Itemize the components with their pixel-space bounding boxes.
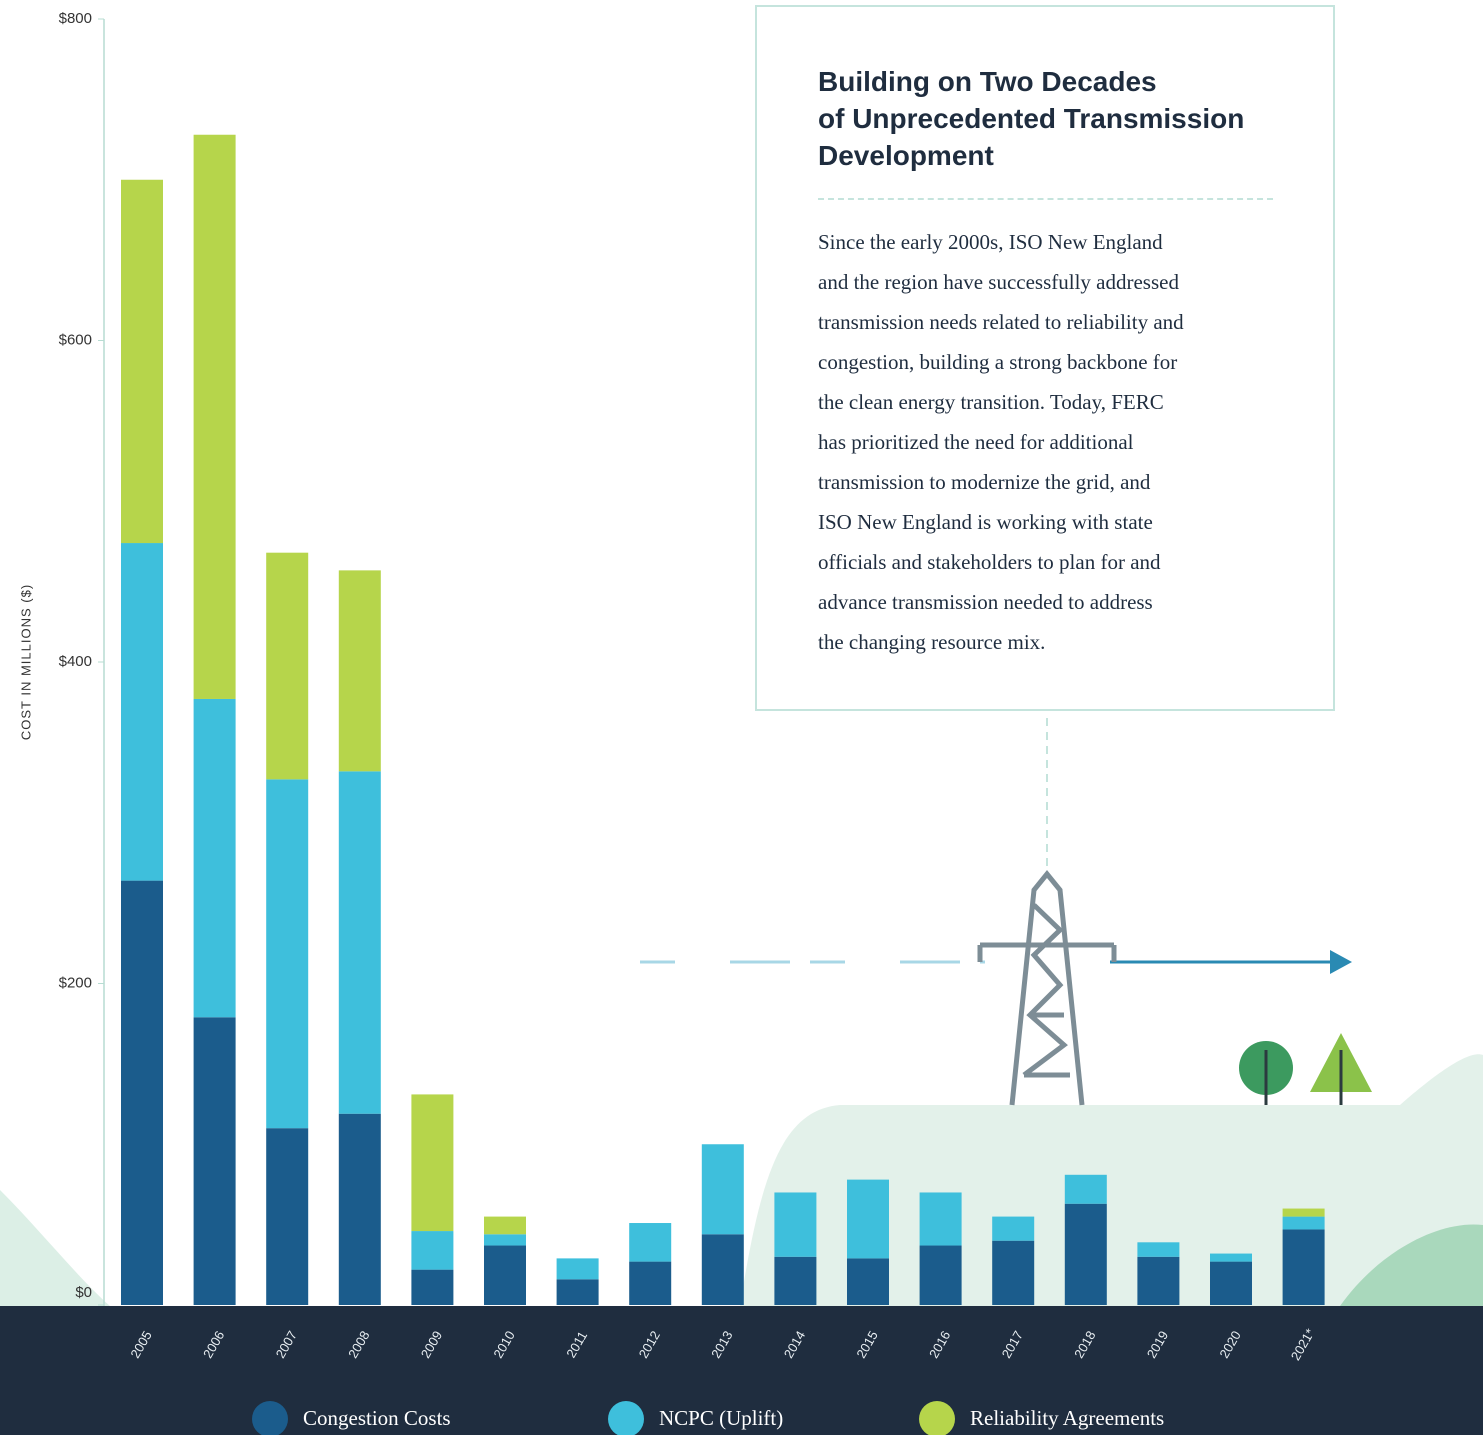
bar-segment xyxy=(702,1144,744,1234)
bar-segment xyxy=(411,1270,453,1305)
y-axis-label: COST IN MILLIONS ($) xyxy=(18,584,33,740)
bar-segment xyxy=(484,1234,526,1245)
annotation-box: Building on Two Decades of Unprecedented… xyxy=(755,5,1335,711)
y-tick-label: $200 xyxy=(59,974,92,991)
legend-label: Congestion Costs xyxy=(303,1406,451,1430)
bar-segment xyxy=(194,699,236,1017)
bar-segment xyxy=(1137,1257,1179,1305)
bar-segment xyxy=(1283,1229,1325,1305)
legend-label: NCPC (Uplift) xyxy=(659,1406,783,1430)
bar-segment xyxy=(629,1262,671,1305)
title-line: Development xyxy=(818,137,1273,174)
bar-segment xyxy=(702,1234,744,1305)
legend-label: Reliability Agreements xyxy=(970,1406,1164,1430)
bar-segment xyxy=(339,570,381,771)
bar-segment xyxy=(194,135,236,699)
y-tick-label: $600 xyxy=(59,331,92,348)
bar-segment xyxy=(1210,1262,1252,1305)
bar-segment xyxy=(266,779,308,1128)
bar-segment xyxy=(774,1192,816,1256)
tower xyxy=(980,874,1114,1105)
bar-segment xyxy=(629,1223,671,1262)
bar-segment xyxy=(194,1017,236,1305)
bar-segment xyxy=(847,1258,889,1305)
bar-segment xyxy=(484,1217,526,1235)
bar-segment xyxy=(557,1258,599,1279)
bar-segment xyxy=(484,1246,526,1305)
page: COST IN MILLIONS ($) $0$200$400$600$8002… xyxy=(0,0,1483,1435)
body-line: officials and stakeholders to plan for a… xyxy=(818,542,1273,582)
bar-segment xyxy=(1283,1217,1325,1230)
body-line: congestion, building a strong backbone f… xyxy=(818,342,1273,382)
body-line: transmission to modernize the grid, and xyxy=(818,462,1273,502)
bar-segment xyxy=(411,1094,453,1231)
bar-segment xyxy=(1137,1242,1179,1256)
body-line: the clean energy transition. Today, FERC xyxy=(818,382,1273,422)
y-tick-label: $800 xyxy=(59,10,92,27)
arrow-head xyxy=(1330,950,1352,974)
title-line: Building on Two Decades xyxy=(818,63,1273,100)
body-line: ISO New England is working with state xyxy=(818,502,1273,542)
bar-segment xyxy=(266,553,308,780)
body-line: the changing resource mix. xyxy=(818,622,1273,662)
body-line: transmission needs related to reliabilit… xyxy=(818,302,1273,342)
bar-segment xyxy=(1065,1175,1107,1204)
y-tick-label: $0 xyxy=(75,1284,92,1301)
body-line: advance transmission needed to address xyxy=(818,582,1273,622)
hill xyxy=(0,1190,110,1306)
bar-segment xyxy=(266,1128,308,1305)
bar-segment xyxy=(992,1241,1034,1305)
bar-segment xyxy=(121,881,163,1305)
annotation-title: Building on Two Decades of Unprecedented… xyxy=(818,63,1273,174)
body-line: and the region have successfully address… xyxy=(818,262,1273,302)
body-line: Since the early 2000s, ISO New England xyxy=(818,222,1273,262)
bar-segment xyxy=(847,1180,889,1259)
bar-segment xyxy=(992,1217,1034,1241)
bar-segment xyxy=(1283,1209,1325,1217)
bar-segment xyxy=(121,543,163,881)
bar-segment xyxy=(411,1231,453,1270)
bar-segment xyxy=(920,1192,962,1245)
bar-segment xyxy=(121,180,163,543)
bar-segment xyxy=(339,1114,381,1305)
title-line: of Unprecedented Transmission xyxy=(818,100,1273,137)
bar-segment xyxy=(339,771,381,1113)
bar-segment xyxy=(1210,1254,1252,1262)
body-line: has prioritized the need for additional xyxy=(818,422,1273,462)
bar-segment xyxy=(1065,1204,1107,1305)
bar-segment xyxy=(557,1279,599,1305)
y-tick-label: $400 xyxy=(59,653,92,670)
bar-segment xyxy=(774,1257,816,1305)
bar-segment xyxy=(920,1246,962,1305)
divider xyxy=(818,198,1273,200)
